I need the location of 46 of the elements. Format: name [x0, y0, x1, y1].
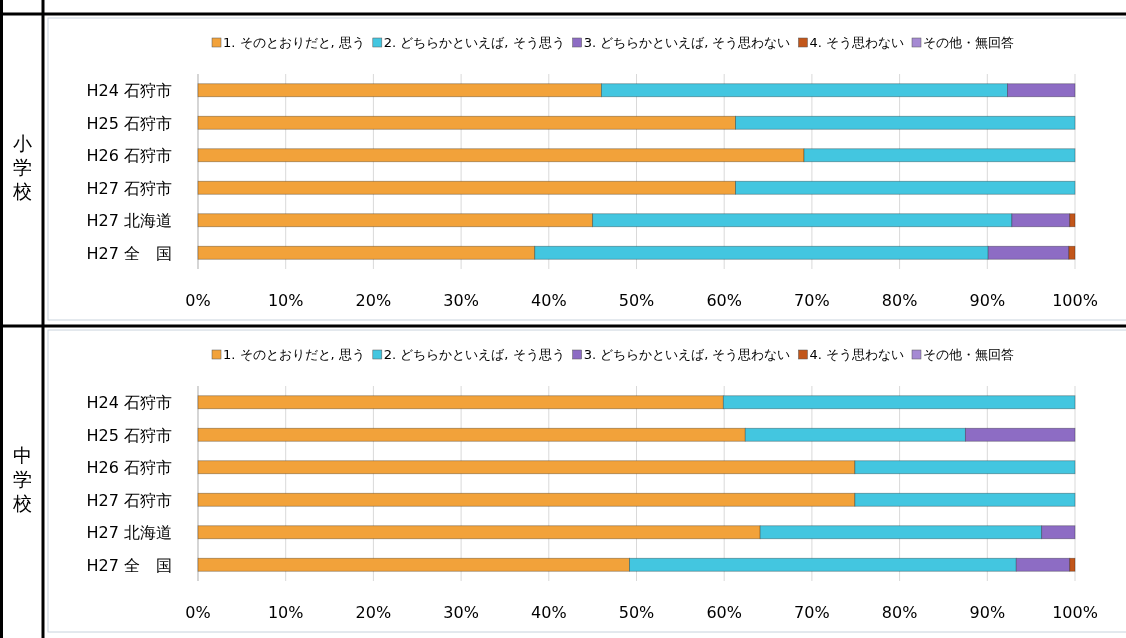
y-tick-label: H26 石狩市: [86, 458, 172, 478]
y-tick-label: H27 全 国: [86, 243, 172, 263]
y-axis-title: 中学校: [11, 444, 32, 514]
x-tick-label: 20%: [355, 291, 392, 310]
legend-label: 3. どちらかといえば, そう思わない: [583, 347, 791, 362]
legend-label: 2. どちらかといえば, そう思う: [383, 35, 565, 50]
x-tick-label: 100%: [1052, 603, 1098, 622]
legend-label: 1. そのとおりだと, 思う: [223, 347, 365, 362]
x-tick-label: 90%: [969, 603, 1006, 622]
x-tick-label: 40%: [531, 603, 567, 622]
x-tick-label: 0%: [185, 291, 211, 310]
legend-label: 4. そう思わない: [809, 347, 904, 362]
y-tick-label: H27 全 国: [86, 555, 172, 575]
x-tick-label: 80%: [881, 291, 918, 310]
y-tick-label: H25 石狩市: [86, 113, 172, 133]
legend-label: 1. そのとおりだと, 思う: [223, 35, 365, 50]
legend-label: 2. どちらかといえば, そう思う: [383, 347, 565, 362]
x-tick-label: 70%: [794, 603, 830, 622]
y-tick-label: H27 北海道: [86, 211, 172, 231]
x-tick-label: 90%: [969, 291, 1006, 310]
y-tick-label: H25 石狩市: [86, 425, 172, 445]
x-tick-label: 30%: [443, 291, 479, 310]
y-tick-label: H27 北海道: [86, 523, 172, 543]
x-tick-label: 50%: [618, 603, 655, 622]
legend-label: 3. どちらかといえば, そう思わない: [583, 35, 791, 50]
legend-label: その他・無回答: [922, 347, 1014, 362]
x-tick-label: 20%: [355, 603, 392, 622]
y-tick-label: H27 石狩市: [86, 178, 172, 198]
x-tick-label: 50%: [618, 291, 655, 310]
legend-label: その他・無回答: [922, 35, 1014, 50]
x-tick-label: 10%: [267, 291, 304, 310]
legend-label: 4. そう思わない: [809, 35, 904, 50]
y-tick-label: H26 石狩市: [86, 146, 172, 166]
x-tick-label: 10%: [267, 603, 304, 622]
y-tick-label: H27 石狩市: [86, 490, 172, 510]
x-tick-label: 60%: [706, 291, 742, 310]
x-tick-label: 100%: [1052, 291, 1098, 310]
y-axis-title: 小学校: [11, 132, 32, 202]
y-tick-label: H24 石狩市: [86, 393, 172, 413]
x-tick-label: 0%: [185, 603, 211, 622]
y-tick-label: H24 石狩市: [86, 81, 172, 101]
x-tick-label: 80%: [881, 603, 918, 622]
x-tick-label: 70%: [794, 291, 830, 310]
x-tick-label: 30%: [443, 603, 479, 622]
x-tick-label: 40%: [531, 291, 567, 310]
x-tick-label: 60%: [706, 603, 742, 622]
